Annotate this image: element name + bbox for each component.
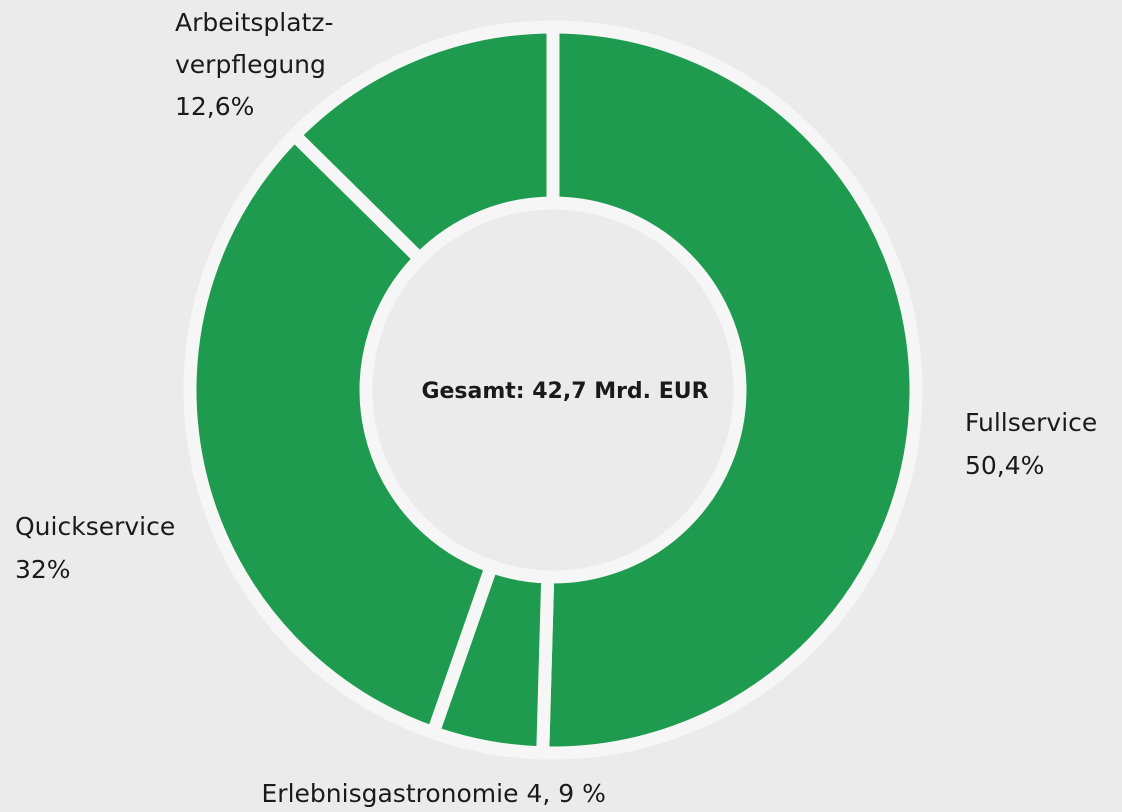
- center-label: Gesamt: 42,7 Mrd. EUR: [421, 379, 708, 404]
- value-label: 4, 9 %: [526, 779, 605, 808]
- category-label-line: Quickservice: [15, 512, 175, 541]
- category-label: Fullservice: [965, 408, 1097, 437]
- slice: [536, 20, 923, 760]
- category-label-line: Erlebnisgastronomie: [262, 779, 519, 808]
- category-label-line: Fullservice: [965, 408, 1097, 437]
- category-label-line: verpflegung: [175, 50, 326, 79]
- category-label-line: Arbeitsplatz-: [175, 8, 333, 37]
- slices: [183, 20, 923, 760]
- slice: [183, 125, 500, 741]
- category-label: Arbeitsplatz-verpflegung: [175, 8, 333, 79]
- category-label: Quickservice: [15, 512, 175, 541]
- category-label: Erlebnisgastronomie: [262, 779, 519, 808]
- value-label: 32%: [15, 555, 71, 584]
- value-label: 12,6%: [175, 92, 254, 121]
- value-label: 50,4%: [965, 451, 1044, 480]
- slice: [285, 20, 560, 268]
